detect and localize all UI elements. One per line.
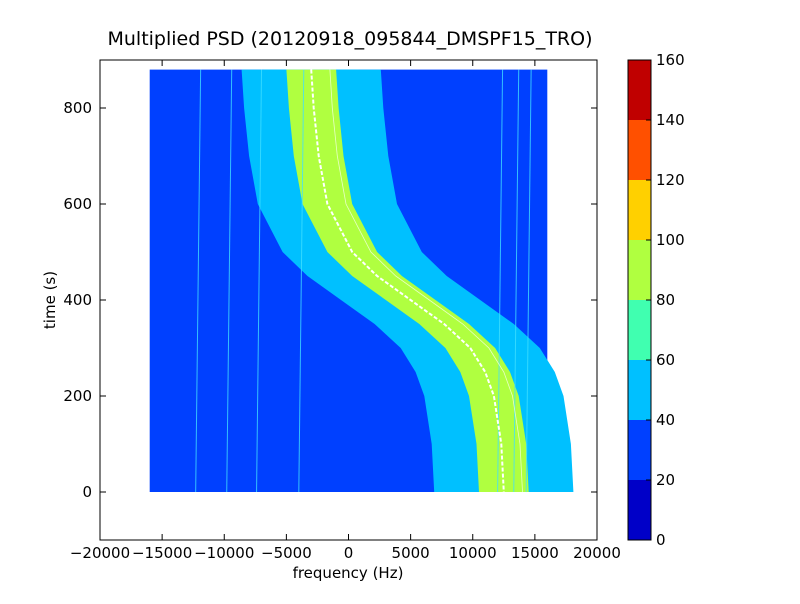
y-tick-label-0: 0 <box>82 483 92 501</box>
colorbar-tick-label-3: 60 <box>656 351 675 369</box>
x-tick-label-4: 0 <box>344 544 354 562</box>
colorbar-segment-0 <box>628 480 651 540</box>
x-axis: −20000 −15000 −10000 −5000 0 5000 10000 15000 20… <box>70 60 621 562</box>
vertical-line-5 <box>513 69 520 493</box>
colorbar-segment-3 <box>628 300 651 360</box>
colorbar-tick-label-2: 40 <box>656 411 675 429</box>
vertical-line-1 <box>226 69 233 493</box>
vertical-line-2 <box>256 69 263 493</box>
colorbar-tick-label-7: 140 <box>656 111 685 129</box>
trace-side-line <box>329 69 523 493</box>
vertical-line-6 <box>525 69 532 493</box>
y-tick-label-3: 600 <box>63 195 92 213</box>
colorbar-tick-label-4: 80 <box>656 291 675 309</box>
x-tick-label-8: 20000 <box>573 544 621 562</box>
chart-title: Multiplied PSD (20120918_095844_DMSPF15_… <box>107 28 593 50</box>
x-tick-label-5: 5000 <box>392 544 430 562</box>
x-tick-label-0: −20000 <box>70 544 130 562</box>
colorbar-segment-5 <box>628 180 651 240</box>
x-tick-label-2: −10000 <box>194 544 254 562</box>
colorbar-tick-label-0: 0 <box>656 531 666 549</box>
colorbar-tick-label-6: 120 <box>656 171 685 189</box>
colorbar-segment-2 <box>628 360 651 420</box>
colorbar-segment-4 <box>628 240 651 300</box>
vertical-line-0 <box>195 69 202 493</box>
x-tick-label-6: 10000 <box>449 544 497 562</box>
y-tick-label-2: 400 <box>63 291 92 309</box>
colorbar-tick-label-5: 100 <box>656 231 685 249</box>
x-tick-label-1: −15000 <box>132 544 192 562</box>
x-tick-label-7: 15000 <box>511 544 559 562</box>
colorbar-tick-label-8: 160 <box>656 51 685 69</box>
colorbar-segment-6 <box>628 120 651 180</box>
x-axis-label: frequency (Hz) <box>293 564 404 582</box>
trace-core <box>286 69 529 492</box>
y-tick-label-1: 200 <box>63 387 92 405</box>
colorbar-tick-label-1: 20 <box>656 471 675 489</box>
colorbar: 0 20 40 60 80 100 120 140 160 <box>627 51 685 549</box>
vertical-line-3 <box>298 69 305 493</box>
colorbar-segment-1 <box>628 420 651 480</box>
y-axis-label: time (s) <box>41 271 59 329</box>
y-tick-label-4: 800 <box>63 99 92 117</box>
y-axis: 0 200 400 600 800 <box>63 99 597 501</box>
colorbar-segment-7 <box>628 60 651 120</box>
heatmap-layer <box>149 69 574 493</box>
x-tick-label-3: −5000 <box>261 544 312 562</box>
trace-center-line <box>310 69 505 493</box>
